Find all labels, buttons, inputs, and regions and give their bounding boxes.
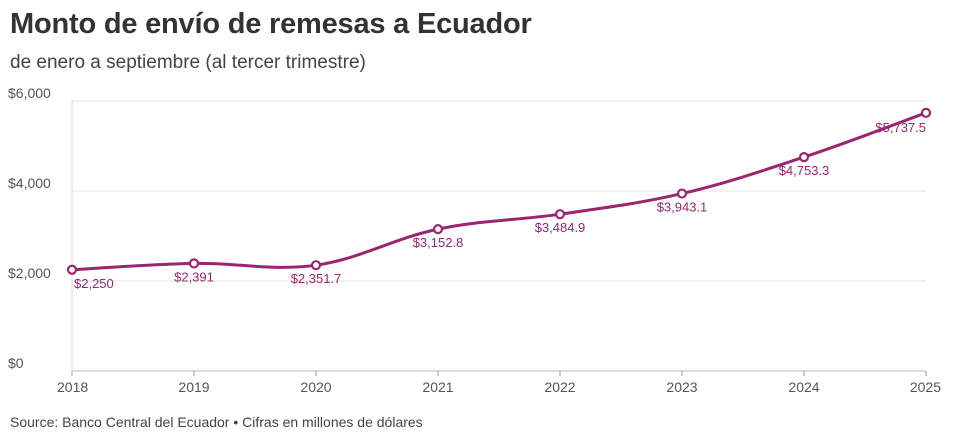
x-tick-label: 2024 xyxy=(788,379,819,395)
y-tick-label: $4,000 xyxy=(8,175,51,191)
y-tick-label: $6,000 xyxy=(8,85,51,101)
x-tick-label: 2021 xyxy=(422,379,453,395)
x-axis: 2018 2019 2020 2021 2022 2023 2024 2025 xyxy=(57,371,941,395)
x-tick-label: 2020 xyxy=(300,379,331,395)
x-tick-label: 2025 xyxy=(910,379,941,395)
chart-subtitle: de enero a septiembre (al tercer trimest… xyxy=(10,52,366,73)
y-axis: $0 $2,000 $4,000 $6,000 xyxy=(8,85,51,371)
data-label: $2,250 xyxy=(74,276,114,291)
data-label: $2,351.7 xyxy=(291,271,342,286)
data-point[interactable] xyxy=(920,107,932,118)
x-tick-label: 2018 xyxy=(57,379,88,395)
series-remesas xyxy=(66,107,932,275)
data-point[interactable] xyxy=(310,260,322,271)
data-label: $3,943.1 xyxy=(657,200,708,215)
series-line xyxy=(70,111,928,272)
y-tick-label: $0 xyxy=(8,355,24,371)
data-label: $2,391 xyxy=(174,269,214,284)
data-point[interactable] xyxy=(554,209,566,220)
x-tick-label: 2022 xyxy=(544,379,575,395)
data-label: $5,737.5 xyxy=(875,120,926,135)
x-tick-label: 2019 xyxy=(178,379,209,395)
source-note: Source: Banco Central del Ecuador • Cifr… xyxy=(10,414,423,430)
gridlines xyxy=(71,100,926,372)
data-label: $3,484.9 xyxy=(535,220,586,235)
data-label: $3,152.8 xyxy=(413,235,464,250)
y-tick-label: $2,000 xyxy=(8,265,51,281)
data-label: $4,753.3 xyxy=(779,163,830,178)
data-labels: $2,250 $2,391 $2,351.7 $3,152.8 $3,484.9 $3,9… xyxy=(74,120,926,291)
data-point[interactable] xyxy=(66,264,78,275)
data-point[interactable] xyxy=(676,188,688,199)
x-tick-label: 2023 xyxy=(666,379,697,395)
data-point[interactable] xyxy=(432,224,444,235)
data-point[interactable] xyxy=(188,258,200,269)
data-point[interactable] xyxy=(798,152,810,163)
chart-title: Monto de envío de remesas a Ecuador xyxy=(10,8,532,40)
